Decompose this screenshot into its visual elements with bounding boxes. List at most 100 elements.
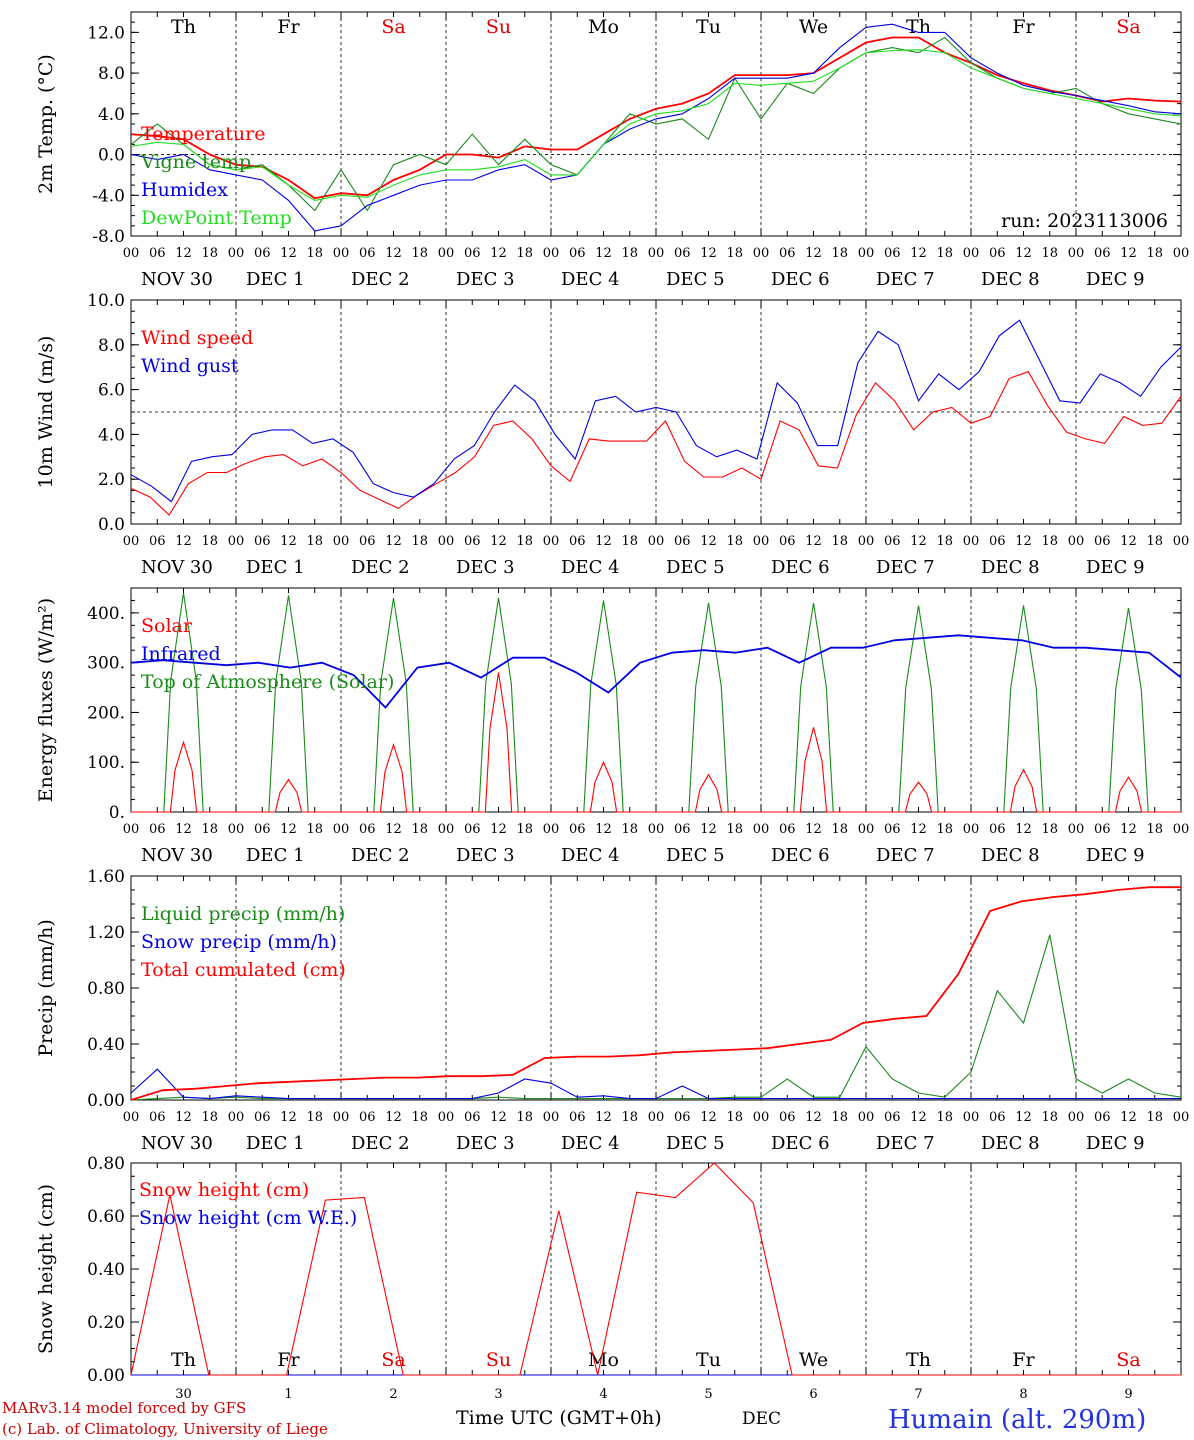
day-name-bottom: Fr (1012, 1349, 1035, 1371)
panel-1-hour-label: 12 (910, 246, 927, 261)
panel-4-hour-label: 06 (149, 1110, 166, 1125)
bottom-day-number: 30 (175, 1387, 192, 1402)
legend-liquid-precip-mm-h-: Liquid precip (mm/h) (141, 903, 345, 925)
day-name-top: Th (906, 16, 931, 38)
panel-4-date-label: DEC 7 (876, 1133, 935, 1154)
panel-2-date-label: DEC 4 (561, 557, 620, 578)
panel-3-hour-label: 12 (385, 822, 402, 837)
panel-1-hour-label: 18 (201, 246, 218, 261)
panel-1-hour-label: 00 (753, 246, 770, 261)
panel-3-hour-label: 06 (1094, 822, 1111, 837)
legend-vigne-temp: Vigne temp (140, 151, 251, 173)
series-snow-precip-mm-h- (130, 1068, 1181, 1100)
panel-4-hour-label: 00 (333, 1110, 350, 1125)
day-name-bottom: We (799, 1349, 828, 1371)
panel-2-y-tick-label: 0.0 (98, 515, 125, 535)
panel-3-hour-label: 00 (963, 822, 980, 837)
panel-4-hour-label: 18 (306, 1110, 323, 1125)
panel-4-hour-label: 00 (753, 1110, 770, 1125)
panel-1-date-label: NOV 30 (141, 269, 213, 290)
panel-1-hour-label: 00 (963, 246, 980, 261)
panel-5-y-tick-label: 0.60 (87, 1207, 125, 1227)
day-name-top: Fr (1012, 16, 1035, 38)
panel-2-hour-label: 00 (858, 534, 875, 549)
panel-3-hour-label: 18 (1041, 822, 1058, 837)
panel-4-hour-label: 18 (411, 1110, 428, 1125)
panel-1-hour-label: 18 (831, 246, 848, 261)
panel-3-date-label: DEC 8 (981, 845, 1040, 866)
panel-4-y-tick-label: 1.60 (87, 867, 125, 887)
panel-1-hour-label: 06 (569, 246, 586, 261)
panel-1-hour-label: 18 (411, 246, 428, 261)
panel-4-date-label: NOV 30 (141, 1133, 213, 1154)
day-name-top: Mo (588, 16, 619, 38)
panel-3-hour-label: 18 (306, 822, 323, 837)
panel-4-hour-label: 18 (936, 1110, 953, 1125)
panel-4-hour-label: 00 (1173, 1110, 1190, 1125)
panel-1-hour-label: 12 (280, 246, 297, 261)
series-infrared (130, 634, 1182, 709)
panel-3-hour-label: 00 (228, 822, 245, 837)
day-name-top: Tu (696, 16, 721, 38)
panel-2-hour-label: 12 (280, 534, 297, 549)
panel-2-hour-label: 00 (228, 534, 245, 549)
panel-2-hour-label: 00 (648, 534, 665, 549)
panel-1-hour-label: 18 (306, 246, 323, 261)
panel-4-hour-label: 18 (1146, 1110, 1163, 1125)
panel-3-hour-label: 18 (726, 822, 743, 837)
panel-4-hour-label: 00 (438, 1110, 455, 1125)
panel-2-hour-label: 12 (1120, 534, 1137, 549)
panel-2-hour-label: 18 (1041, 534, 1058, 549)
day-name-bottom: Fr (277, 1349, 300, 1371)
panel-1-date-label: DEC 9 (1086, 269, 1145, 290)
panel-4-hour-label: 12 (805, 1110, 822, 1125)
panel-2-hour-label: 06 (149, 534, 166, 549)
panel-3-hour-label: 00 (543, 822, 560, 837)
panel-2-hour-label: 06 (254, 534, 271, 549)
legend-wind-speed: Wind speed (141, 327, 253, 349)
panel-2-hour-label: 12 (595, 534, 612, 549)
panel-2-hour-label: 06 (884, 534, 901, 549)
panel-3-y-tick-label: 0. (109, 803, 125, 823)
panel-2-hour-label: 06 (779, 534, 796, 549)
panel-2-date-label: DEC 6 (771, 557, 830, 578)
day-name-bottom: Su (486, 1349, 511, 1371)
panel-1-hour-label: 18 (1146, 246, 1163, 261)
day-name-bottom: Sa (1116, 1349, 1140, 1371)
panel-1-hour-label: 06 (464, 246, 481, 261)
panel-1-hour-label: 12 (805, 246, 822, 261)
panel-4-date-label: DEC 1 (246, 1133, 305, 1154)
panel-3-hour-label: 18 (621, 822, 638, 837)
panel-2-hour-label: 18 (306, 534, 323, 549)
panel-3-hour-label: 18 (411, 822, 428, 837)
panel-1-hour-label: 06 (989, 246, 1006, 261)
panel-4-hour-label: 00 (543, 1110, 560, 1125)
legend-wind-gust: Wind gust (141, 355, 239, 377)
panel-1-hour-label: 00 (333, 246, 350, 261)
panel-5-y-tick-label: 0.80 (87, 1154, 125, 1174)
panel-3-hour-label: 12 (1015, 822, 1032, 837)
panel-1-hour-label: 00 (1068, 246, 1085, 261)
panel-2-hour-label: 12 (1015, 534, 1032, 549)
panel-2-date-label: DEC 5 (666, 557, 725, 578)
panel-2-y-tick-label: 6.0 (98, 381, 125, 401)
legend-total-cumulated-cm-: Total cumulated (cm) (141, 959, 346, 981)
legend-snow-precip-mm-h-: Snow precip (mm/h) (141, 931, 337, 953)
panel-3-hour-label: 00 (1173, 822, 1190, 837)
series-humidex (130, 23, 1182, 232)
panel-1-hour-label: 00 (438, 246, 455, 261)
panel-4-date-label: DEC 2 (351, 1133, 410, 1154)
panel-4-hour-label: 18 (726, 1110, 743, 1125)
panel-2-y-axis-label: 10m Wind (m/s) (35, 336, 57, 489)
panel-1-hour-label: 12 (175, 246, 192, 261)
panel-1-hour-label: 06 (1094, 246, 1111, 261)
panel-2-y-tick-label: 2.0 (98, 470, 125, 490)
panel-2-date-label: DEC 1 (246, 557, 305, 578)
panel-2-date-label: DEC 7 (876, 557, 935, 578)
legend-solar: Solar (141, 615, 193, 637)
panel-1-date-label: DEC 8 (981, 269, 1040, 290)
bottom-day-number: 7 (914, 1387, 922, 1402)
panel-2-hour-label: 18 (726, 534, 743, 549)
panel-1-y-tick-label: 4.0 (98, 105, 125, 125)
panel-4-date-label: DEC 9 (1086, 1133, 1145, 1154)
